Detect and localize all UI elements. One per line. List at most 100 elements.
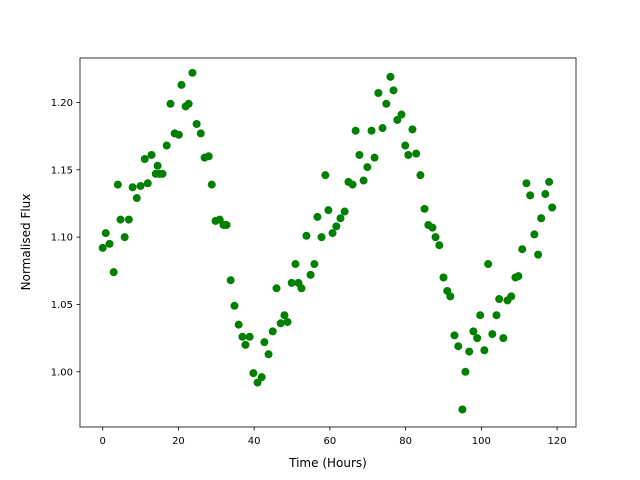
point [260, 338, 269, 347]
x-tick-label: 80 [399, 436, 412, 447]
point [188, 68, 197, 77]
point [548, 203, 557, 212]
point [458, 405, 467, 414]
point [412, 149, 421, 158]
point [408, 125, 417, 134]
point [101, 229, 110, 238]
point [541, 190, 550, 199]
point [272, 284, 281, 293]
point [116, 215, 125, 224]
point [367, 126, 376, 135]
point [534, 250, 543, 259]
plot-frame [79, 57, 577, 428]
point [143, 179, 152, 188]
point [166, 99, 175, 108]
point [324, 206, 333, 215]
point [537, 214, 546, 223]
point [174, 130, 183, 139]
x-tick-label: 0 [100, 436, 106, 447]
point [238, 332, 247, 341]
point [196, 129, 205, 138]
y-tick-label: 1.00 [51, 367, 73, 378]
point [473, 334, 482, 343]
point [177, 80, 186, 89]
point [158, 169, 167, 178]
point [120, 233, 129, 242]
point [351, 126, 360, 135]
point [484, 260, 493, 269]
point [113, 180, 122, 189]
point [241, 340, 250, 349]
point [480, 346, 489, 355]
point [499, 334, 508, 343]
point [416, 171, 425, 180]
y-tick-label: 1.05 [51, 300, 73, 311]
point [393, 115, 402, 124]
point [140, 155, 149, 164]
point [264, 350, 273, 359]
point [461, 367, 470, 376]
x-tick-label: 120 [548, 436, 567, 447]
x-axis-label: Time (Hours) [288, 456, 367, 470]
point [370, 153, 379, 162]
y-tick-label: 1.15 [51, 165, 73, 176]
point [469, 327, 478, 336]
point [207, 180, 216, 189]
point [192, 119, 201, 128]
x-tick-label: 40 [248, 436, 261, 447]
point [514, 272, 523, 281]
x-tick-label: 100 [472, 436, 491, 447]
point [454, 342, 463, 351]
point [313, 212, 322, 221]
point [450, 331, 459, 340]
point [363, 163, 372, 172]
point [257, 373, 266, 382]
point [530, 230, 539, 239]
point [397, 110, 406, 119]
point [124, 215, 133, 224]
point [234, 320, 243, 329]
point [359, 176, 368, 185]
point [302, 231, 311, 240]
point [401, 141, 410, 150]
point [382, 99, 391, 108]
point [328, 229, 337, 238]
point [268, 327, 277, 336]
point [105, 239, 114, 248]
point [488, 330, 497, 339]
point [249, 369, 258, 378]
point [245, 332, 254, 341]
point [109, 268, 118, 277]
point [276, 319, 285, 328]
point [321, 171, 330, 180]
point [287, 278, 296, 287]
point [306, 270, 315, 279]
y-axis-label: Normalised Flux [19, 194, 33, 291]
y-tick-label: 1.20 [51, 98, 73, 109]
point [340, 207, 349, 216]
point [297, 284, 306, 293]
point [355, 150, 364, 159]
point [317, 233, 326, 242]
x-tick-label: 60 [324, 436, 337, 447]
point [98, 243, 107, 252]
point [222, 220, 231, 229]
point [153, 161, 162, 170]
point [136, 181, 145, 190]
point [476, 311, 485, 320]
point [184, 99, 193, 108]
point [226, 276, 235, 285]
point [128, 183, 137, 192]
point [280, 311, 289, 320]
point [336, 214, 345, 223]
point [132, 194, 141, 203]
point [332, 222, 341, 231]
point [435, 241, 444, 250]
point [374, 89, 383, 98]
point [204, 152, 213, 161]
point [492, 311, 501, 320]
point [428, 223, 437, 232]
point [446, 292, 455, 301]
point [420, 204, 429, 213]
point [545, 177, 554, 186]
